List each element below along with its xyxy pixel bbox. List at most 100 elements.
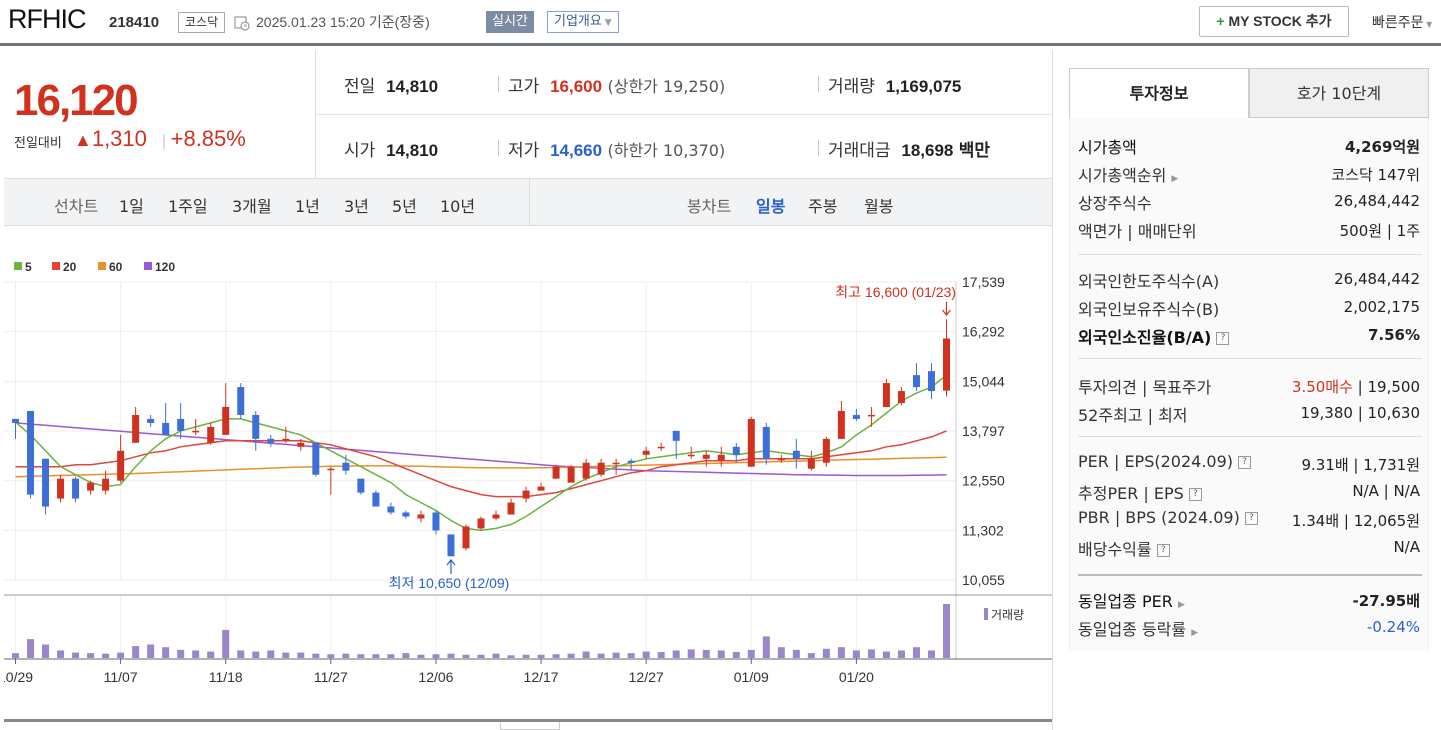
volume-bar: [507, 655, 515, 658]
chevron-down-icon: ▼: [1423, 20, 1433, 29]
foreign-ratio-label: 외국인소진율(B/A) ?: [1078, 324, 1230, 348]
volume-bar: [642, 651, 650, 658]
company-overview-dropdown[interactable]: 기업개요 ▼: [547, 11, 619, 33]
tab-weekly[interactable]: 주봉: [808, 197, 838, 216]
industry-per-label[interactable]: 동일업종 PER ▶: [1078, 588, 1185, 612]
help-icon[interactable]: ?: [1238, 456, 1252, 469]
market-cap-rank-label[interactable]: 시가총액순위 ▶: [1078, 162, 1178, 186]
candle-body: [852, 414, 860, 419]
help-icon[interactable]: ?: [1216, 332, 1230, 345]
industry-change-label[interactable]: 동일업종 등락률 ▶: [1078, 616, 1198, 640]
price-change-value: 1,310: [91, 126, 147, 151]
help-icon[interactable]: ?: [1188, 488, 1202, 501]
candle-body: [747, 418, 755, 467]
open-label: 시가: [344, 141, 376, 161]
stock-header: RFHIC 218410 코스닥 2025.01.23 15:20 기준(장중)…: [0, 0, 1441, 46]
moving-average-ma120: [15, 422, 947, 477]
w52-label: 52주최고 | 최저: [1078, 406, 1188, 425]
candle-body: [12, 418, 20, 423]
tab-1year[interactable]: 1년: [295, 197, 320, 216]
candle-body: [387, 506, 395, 513]
divider: |: [162, 133, 171, 150]
volume-bar: [732, 652, 740, 658]
candle-body: [417, 514, 425, 519]
volume-bar: [267, 650, 275, 658]
per-text: PER | EPS(2024.09): [1078, 452, 1233, 471]
candle-body: [522, 490, 530, 499]
candle-body: [612, 462, 620, 465]
add-my-stock-button[interactable]: + MY STOCK 추가: [1199, 6, 1349, 37]
volume-bar: [312, 653, 320, 658]
caret-right-icon: ▶: [1191, 628, 1199, 638]
candle-body: [477, 518, 485, 529]
upper-limit: (상한가 19,250): [607, 77, 726, 96]
market-cap-label: 시가총액: [1078, 138, 1137, 157]
tab-3month[interactable]: 3개월: [232, 197, 272, 216]
volume-bar: [477, 654, 485, 658]
volume-bar: [357, 654, 365, 658]
y-tick-label: 10,055: [962, 572, 1005, 588]
volume-bar: [762, 636, 770, 658]
expand-handle[interactable]: [500, 722, 560, 730]
y-tick-label: 15,044: [962, 373, 1005, 389]
low-arrow-icon: [446, 559, 456, 574]
legend-swatch: [144, 262, 152, 270]
candle-body: [447, 534, 455, 557]
market-badge: 코스닥: [178, 12, 226, 33]
target-price: 19,500: [1367, 378, 1421, 396]
high-annotation: 최고 16,600 (01/23): [835, 284, 956, 300]
volume-legend-swatch: [984, 608, 988, 620]
volume-bar: [657, 652, 665, 658]
volume-legend-label: 거래량: [991, 608, 1024, 622]
volume-bar: [927, 650, 935, 658]
high-value: 16,600: [550, 77, 603, 96]
tab-5year[interactable]: 5년: [392, 197, 417, 216]
tab-invest-info[interactable]: 투자정보: [1069, 68, 1249, 118]
est-per-text: 추정PER | EPS: [1078, 484, 1184, 503]
tab-1week[interactable]: 1주일: [168, 197, 208, 216]
help-icon[interactable]: ?: [1156, 544, 1170, 557]
volume-bar: [402, 653, 410, 658]
volume-bar: [72, 652, 80, 658]
high-label: 고가: [508, 77, 540, 97]
caret-right-icon: ▶: [1177, 600, 1185, 610]
volume-bar: [552, 654, 560, 658]
candle-body: [732, 446, 740, 455]
volume-bar: [852, 650, 860, 658]
tab-hoga[interactable]: 호가 10단계: [1249, 68, 1429, 118]
candle-body: [717, 454, 725, 461]
candle-body: [237, 387, 245, 415]
tab-1day[interactable]: 1일: [119, 197, 144, 216]
candle-body: [72, 478, 80, 499]
volume-bar: [12, 653, 20, 658]
volume-bar: [237, 650, 245, 658]
line-chart-label[interactable]: 선차트: [54, 197, 99, 216]
candle-body: [357, 478, 365, 493]
trade-value: 거래대금 18,698 백만: [828, 136, 990, 161]
divider: [1078, 574, 1422, 576]
tab-3year[interactable]: 3년: [344, 197, 369, 216]
divider: [818, 76, 819, 92]
quick-order-button[interactable]: 빠른주문 ▼: [1372, 12, 1432, 32]
legend-label: 120: [155, 260, 175, 274]
candle-body: [867, 414, 875, 417]
price-summary: 16,120 전일대비 ▲1,310 | +8.85%: [4, 50, 316, 178]
x-tick-label: 01/09: [734, 669, 769, 685]
candle-body: [267, 438, 275, 443]
candle-chart-label[interactable]: 봉차트: [687, 197, 732, 216]
chart-period-tabs: 선차트 1일 1주일 3개월 1년 3년 5년 10년 봉차트 일봉 주봉 월봉: [4, 178, 1052, 226]
divider: [818, 140, 819, 156]
volume-bar: [417, 654, 425, 658]
candle-body: [942, 338, 950, 391]
tab-10year[interactable]: 10년: [440, 197, 476, 216]
tab-daily[interactable]: 일봉: [756, 197, 786, 216]
realtime-button[interactable]: 실시간: [486, 11, 534, 33]
y-tick-label: 12,550: [962, 473, 1005, 489]
tab-monthly[interactable]: 월봉: [864, 197, 894, 216]
volume-bar: [192, 650, 200, 658]
help-icon[interactable]: ?: [1244, 512, 1258, 525]
candle-body: [702, 454, 710, 459]
volume-bar: [522, 654, 530, 658]
pbr-text: PBR | BPS (2024.09): [1078, 508, 1240, 527]
x-tick-label: 01/20: [839, 669, 874, 685]
